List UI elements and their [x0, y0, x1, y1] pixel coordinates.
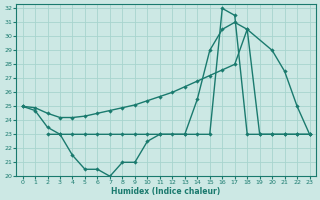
X-axis label: Humidex (Indice chaleur): Humidex (Indice chaleur) [111, 187, 221, 196]
